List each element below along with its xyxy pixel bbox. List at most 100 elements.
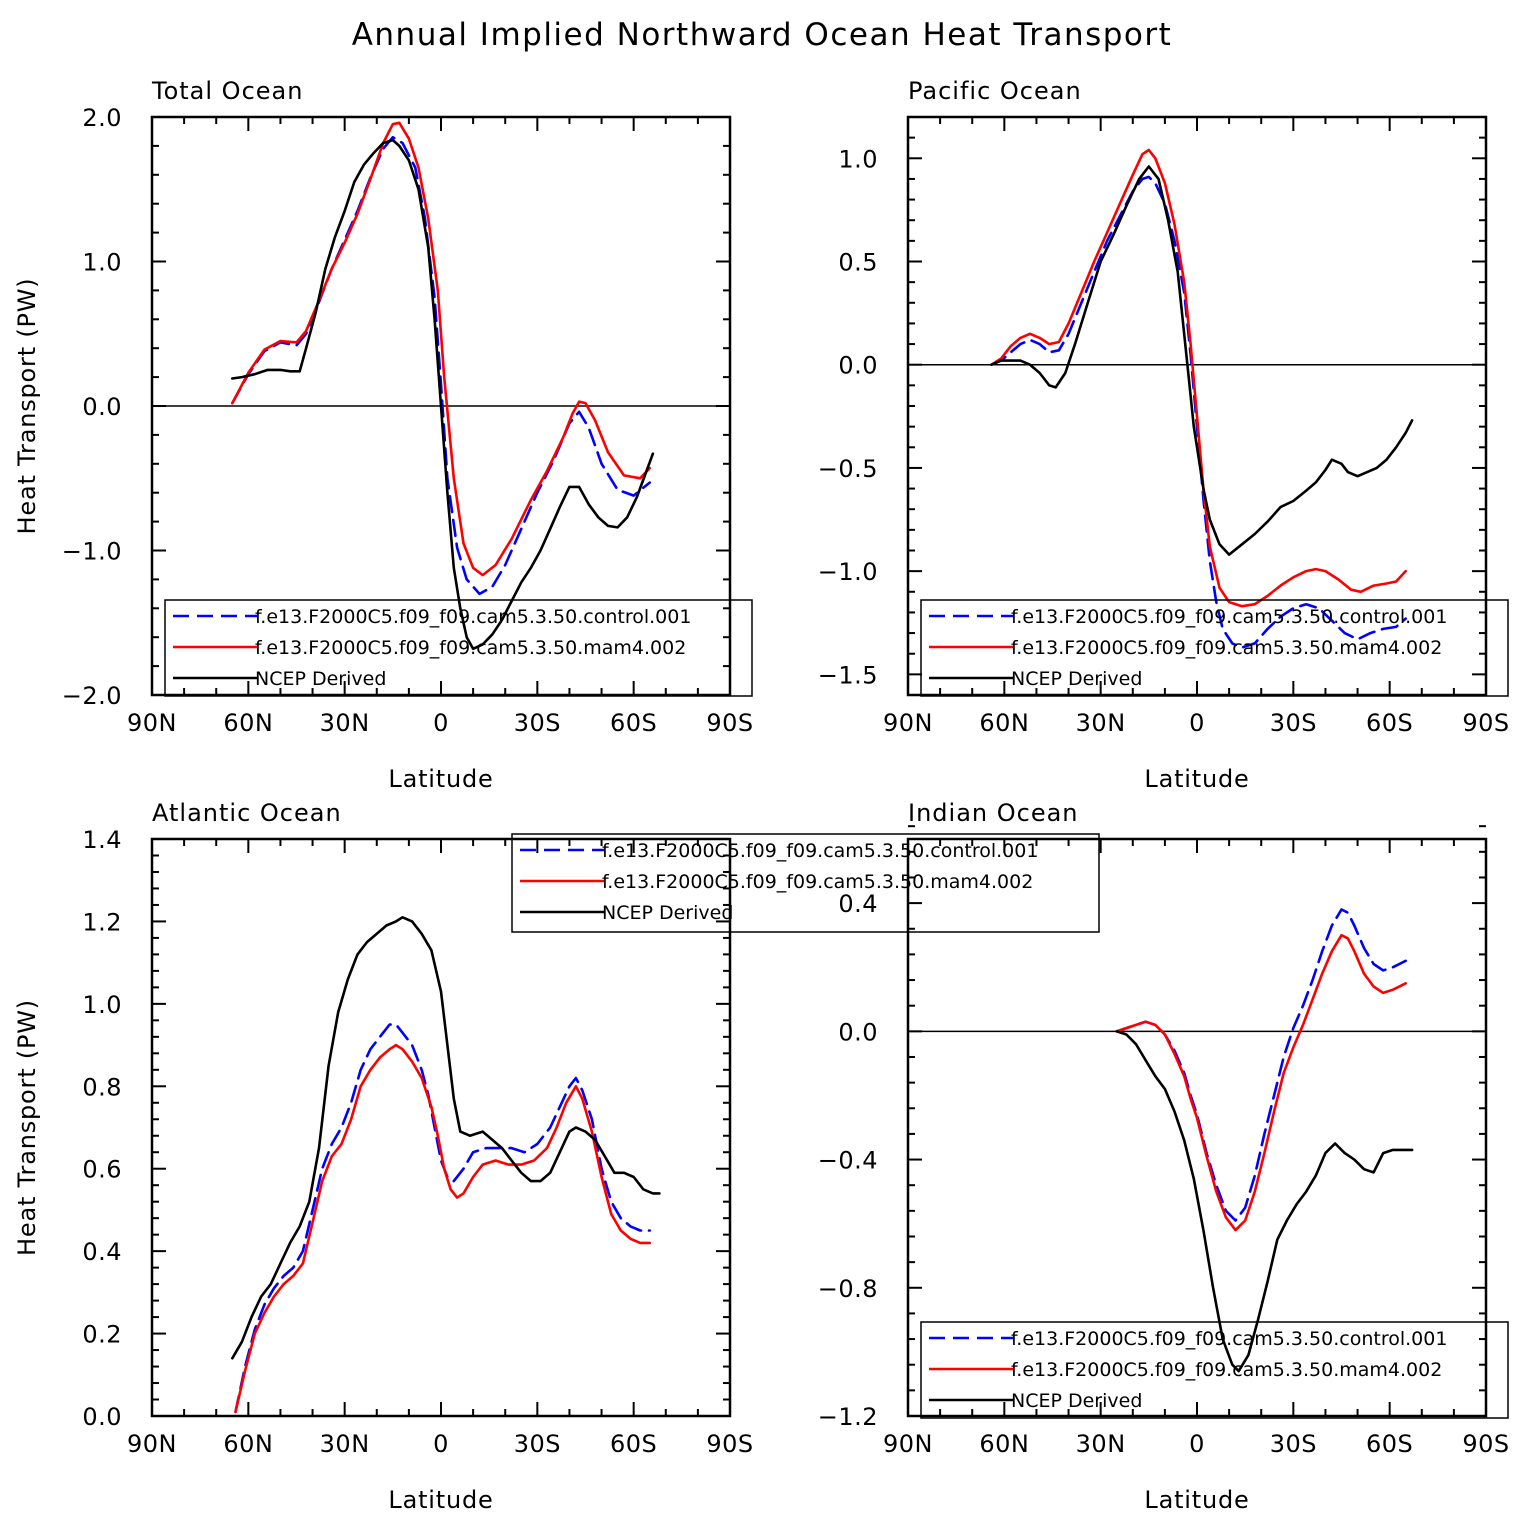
x-tick-label: 90N [883, 709, 933, 737]
x-tick-label: 30N [320, 1430, 370, 1458]
y-tick-label: 0.4 [82, 1238, 122, 1266]
x-tick-label: 0 [1189, 709, 1205, 737]
x-axis-label: Latitude [1144, 765, 1249, 793]
x-tick-label: 60S [1366, 1430, 1413, 1458]
y-tick-label: −0.4 [818, 1147, 878, 1175]
x-tick-label: 30S [514, 1430, 561, 1458]
y-tick-label: −1.5 [818, 661, 878, 689]
y-tick-label: 0.4 [838, 890, 878, 918]
legend-frame [920, 599, 1509, 697]
legend-label-ncep: NCEP Derived [1011, 1390, 1142, 1412]
x-tick-label: 90S [706, 1430, 753, 1458]
y-tick-label: −0.5 [818, 455, 878, 483]
legend-frame [511, 833, 1100, 933]
legend-frame [920, 1321, 1509, 1419]
y-tick-label: 1.0 [838, 145, 878, 173]
y-tick-label: −0.8 [818, 1275, 878, 1303]
series-ncep-line [231, 138, 655, 651]
y-tick-label: 0.0 [838, 352, 878, 380]
x-tick-label: 30N [1076, 709, 1126, 737]
y-tick-label: 0.5 [838, 249, 878, 277]
panels: Total Ocean 90N 60N 30N 0 30S 60S 90S −2.0 −1.0 0.… [13, 77, 1509, 1514]
legend-label-ncep: NCEP Derived [1011, 668, 1142, 690]
x-tick-label: 90N [127, 709, 177, 737]
y-tick-label: −1.2 [818, 1403, 878, 1431]
y-tick-label: −2.0 [62, 682, 122, 710]
series-ncep-line [990, 165, 1414, 556]
legend-label-ncep: NCEP Derived [602, 902, 733, 924]
legend-label-control: f.e13.F2000C5.f09_f09.cam5.3.50.control.… [1011, 606, 1447, 628]
x-tick-label: 90N [883, 1430, 933, 1458]
series-group [231, 121, 655, 651]
plot-frame [150, 837, 732, 1418]
series-control-line [234, 1023, 651, 1414]
legend-label-mam4: f.e13.F2000C5.f09_f09.cam5.3.50.mam4.002 [1011, 1359, 1442, 1381]
panel-title: Total Ocean [151, 77, 303, 105]
x-tick-label: 30S [514, 709, 561, 737]
x-tick-label: 60N [223, 709, 273, 737]
series-group [231, 916, 661, 1414]
x-tick-label: 90N [127, 1430, 177, 1458]
legend-label-mam4: f.e13.F2000C5.f09_f09.cam5.3.50.mam4.002 [1011, 637, 1442, 659]
y-ticks: −1.5 −1.0 −0.5 0.0 0.5 1.0 [818, 116, 1486, 696]
x-ticks: 90N 60N 30N 0 30S 60S 90S [127, 117, 753, 737]
y-tick-label: 0.0 [82, 1403, 122, 1431]
x-tick-label: 60N [979, 1430, 1029, 1458]
x-tick-label: 60S [1366, 709, 1413, 737]
x-tick-label: 90S [1462, 709, 1509, 737]
series-group [1115, 908, 1414, 1373]
series-group [990, 148, 1414, 649]
y-axis-label: Heat Transport (PW) [13, 278, 41, 535]
x-axis-label: Latitude [1144, 1486, 1249, 1514]
panel-title: Atlantic Ocean [152, 799, 342, 827]
x-ticks: 90N 60N 30N 0 30S 60S 90S [883, 839, 1509, 1458]
series-control-line [990, 175, 1407, 649]
chart-panel-total: Total Ocean 90N 60N 30N 0 30S 60S 90S −2.0 −1.0 0.… [13, 77, 753, 793]
y-axis-label: Heat Transport (PW) [13, 999, 41, 1256]
series-mam4-line [234, 1043, 651, 1414]
x-tick-label: 0 [433, 709, 449, 737]
y-tick-label: 1.0 [82, 249, 122, 277]
x-tick-label: 90S [706, 709, 753, 737]
legend: f.e13.F2000C5.f09_f09.cam5.3.50.control.… [920, 599, 1509, 697]
y-tick-label: 0.0 [838, 1018, 878, 1046]
x-axis-label: Latitude [388, 765, 493, 793]
x-tick-label: 60N [979, 709, 1029, 737]
y-ticks: −1.2 −0.8 −0.4 0.0 0.4 [818, 825, 1486, 1431]
y-tick-label: 0.2 [82, 1321, 122, 1349]
y-tick-label: 0.0 [82, 393, 122, 421]
x-tick-label: 30N [320, 709, 370, 737]
series-ncep-line [231, 916, 661, 1360]
y-tick-label: 1.4 [82, 826, 122, 854]
y-tick-label: 2.0 [82, 104, 122, 132]
x-tick-label: 0 [1189, 1430, 1205, 1458]
legend: f.e13.F2000C5.f09_f09.cam5.3.50.control.… [920, 1321, 1509, 1419]
series-mam4-line [231, 121, 651, 577]
y-ticks: −2.0 −1.0 0.0 1.0 2.0 [62, 104, 730, 710]
y-tick-label: 1.2 [82, 908, 122, 936]
x-axis-label: Latitude [388, 1486, 493, 1514]
y-tick-label: −1.0 [62, 538, 122, 566]
x-tick-label: 60S [610, 709, 657, 737]
legend-label-mam4: f.e13.F2000C5.f09_f09.cam5.3.50.mam4.002 [602, 871, 1033, 893]
x-ticks: 90N 60N 30N 0 30S 60S 90S [883, 117, 1509, 737]
y-tick-label: 0.8 [82, 1073, 122, 1101]
legend: f.e13.F2000C5.f09_f09.cam5.3.50.control.… [164, 599, 753, 697]
y-tick-label: −1.0 [818, 558, 878, 586]
series-mam4-line [990, 148, 1407, 608]
y-ticks: 0.0 0.2 0.4 0.6 0.8 1.0 1.2 1.4 [82, 826, 730, 1431]
series-mam4-line [1115, 933, 1407, 1232]
legend-label-ncep: NCEP Derived [255, 668, 386, 690]
figure-title: Annual Implied Northward Ocean Heat Tran… [352, 17, 1173, 53]
legend-label-control: f.e13.F2000C5.f09_f09.cam5.3.50.control.… [1011, 1328, 1447, 1350]
panel-title: Pacific Ocean [908, 77, 1082, 105]
legend: f.e13.F2000C5.f09_f09.cam5.3.50.control.… [511, 833, 1100, 933]
y-tick-label: 1.0 [82, 991, 122, 1019]
x-tick-label: 30N [1076, 1430, 1126, 1458]
x-tick-label: 90S [1462, 1430, 1509, 1458]
legend-label-mam4: f.e13.F2000C5.f09_f09.cam5.3.50.mam4.002 [255, 637, 686, 659]
x-ticks: 90N 60N 30N 0 30S 60S 90S [127, 839, 753, 1458]
chart-panel-pacific: Pacific Ocean 90N 60N 30N 0 30S 60S 90S −1.5 −1.0… [818, 77, 1509, 793]
series-ncep-line [1115, 1030, 1414, 1373]
